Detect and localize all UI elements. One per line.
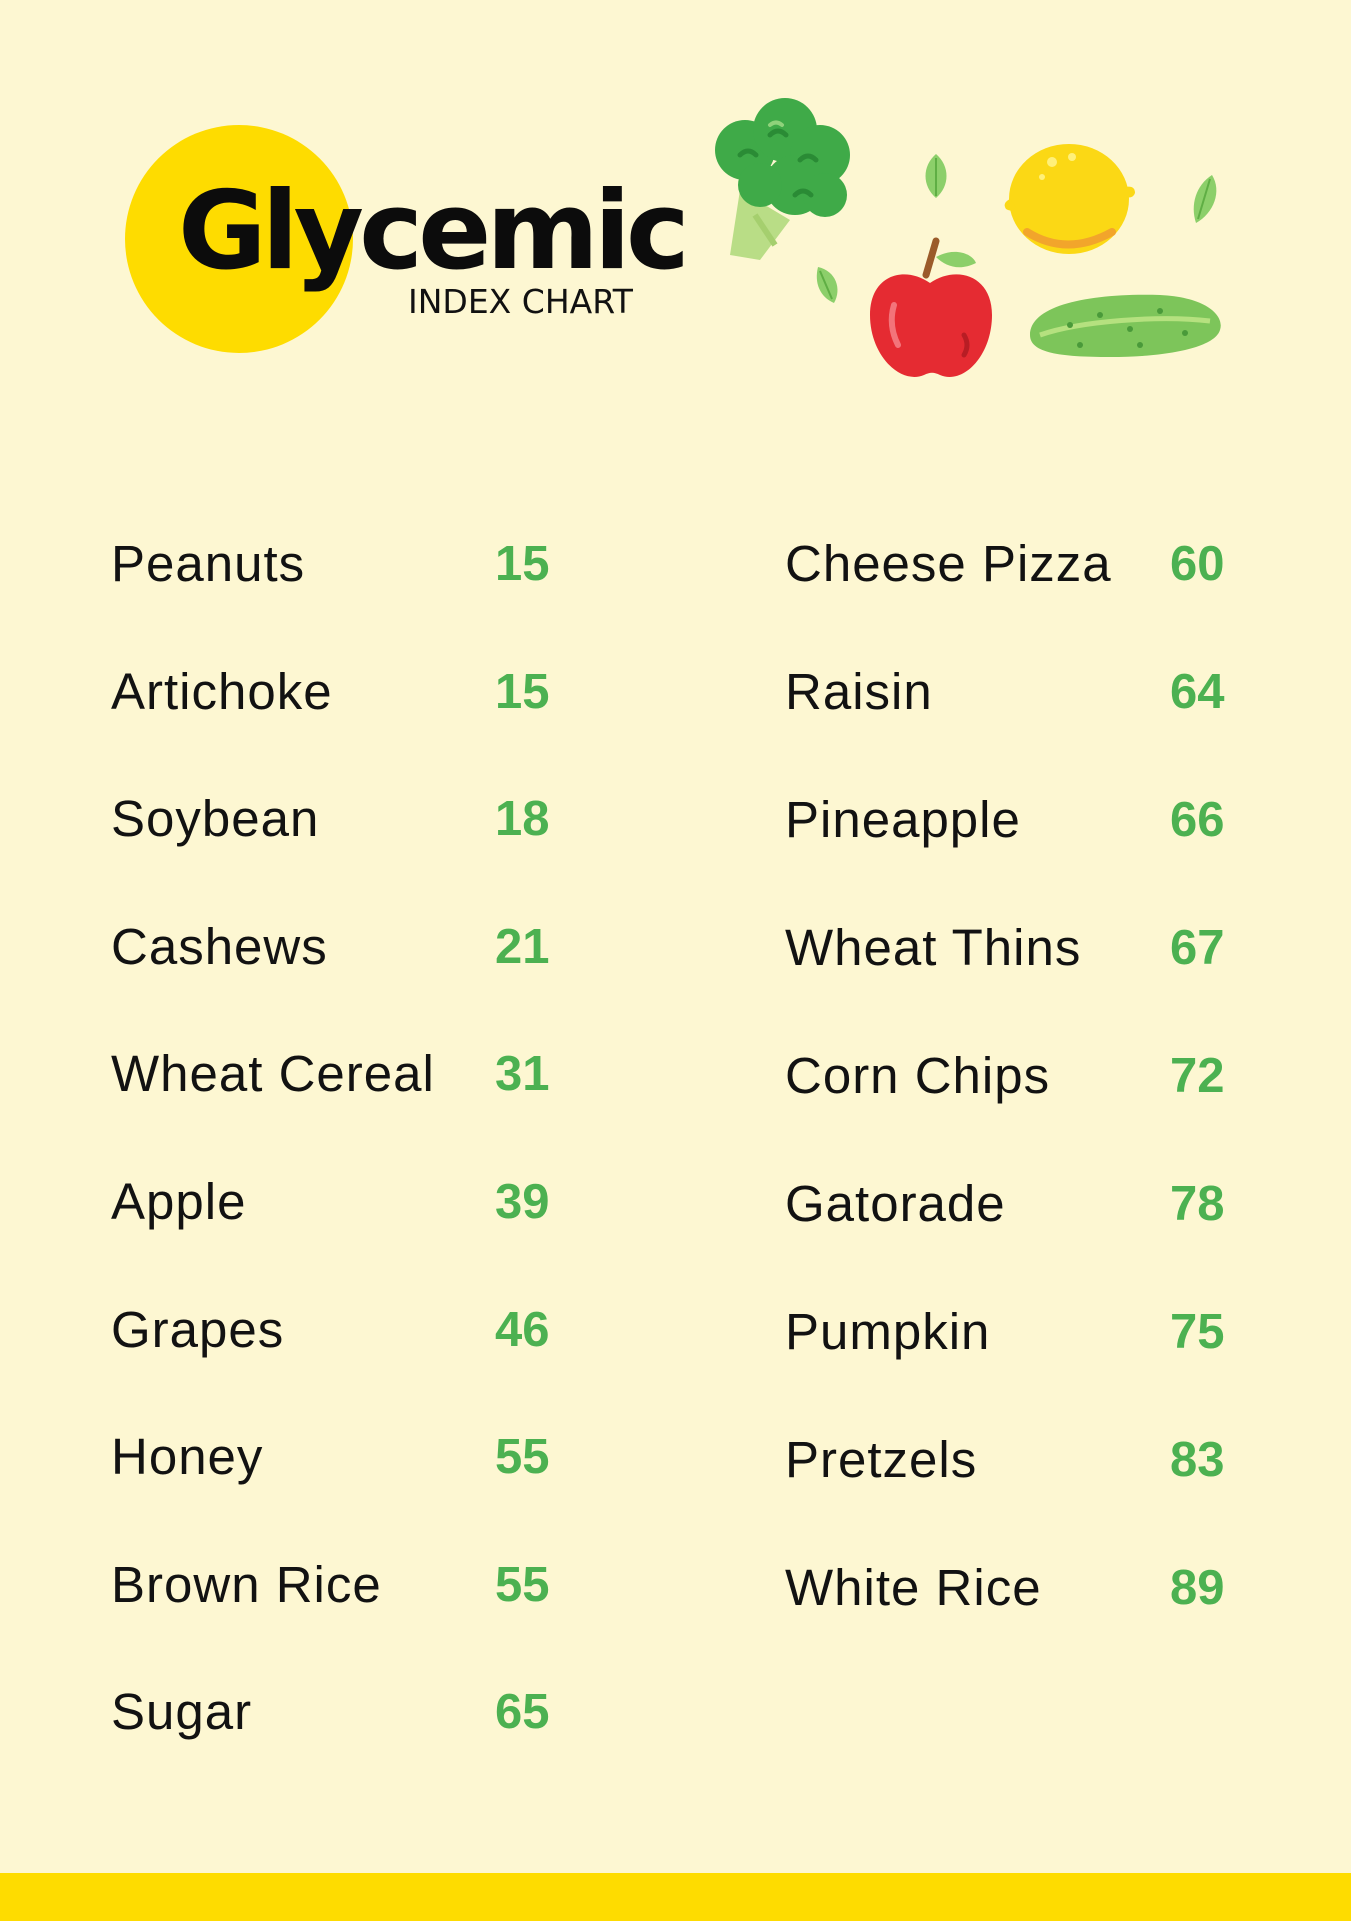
list-item: Apple 39 <box>111 1166 581 1294</box>
gi-value: 65 <box>495 1685 550 1740</box>
list-item: Pumpkin 75 <box>785 1296 1265 1368</box>
gi-value: 21 <box>495 919 550 974</box>
food-name: Pretzels <box>785 1431 978 1488</box>
gi-list-right: Cheese Pizza 60 Raisin 64 Pineapple 66 Whea… <box>785 528 1265 1680</box>
gi-value: 78 <box>1170 1177 1225 1231</box>
food-name: Cashews <box>111 917 328 975</box>
food-name: Soybean <box>111 790 320 848</box>
gi-value: 15 <box>495 664 550 719</box>
gi-value: 89 <box>1170 1561 1225 1615</box>
gi-value: 39 <box>495 1174 550 1229</box>
gi-value: 66 <box>1170 793 1225 847</box>
list-item: Peanuts 15 <box>111 528 581 656</box>
food-illustration <box>700 95 1240 395</box>
gi-value: 67 <box>1170 921 1225 975</box>
food-name: Peanuts <box>111 535 306 592</box>
list-item: Corn Chips 72 <box>785 1040 1265 1112</box>
leaf-icon <box>816 267 838 303</box>
leaf-icon <box>925 154 947 198</box>
list-item: Gatorade 78 <box>785 1168 1265 1240</box>
list-item: Wheat Cereal 31 <box>111 1038 581 1166</box>
list-item: Wheat Thins 67 <box>785 912 1265 984</box>
list-item: Cheese Pizza 60 <box>785 528 1265 600</box>
list-item: White Rice 89 <box>785 1552 1265 1624</box>
page-title: Glycemic <box>178 169 690 294</box>
gi-value: 15 <box>495 537 550 591</box>
gi-list-left: Peanuts 15 Artichoke 15 Soybean 18 Cashews 2… <box>111 528 581 1804</box>
food-name: Honey <box>111 1428 264 1486</box>
list-item: Cashews 21 <box>111 911 581 1039</box>
list-item: Sugar 65 <box>111 1676 581 1804</box>
list-item: Artichoke 15 <box>111 656 581 784</box>
apple-icon <box>870 237 992 377</box>
food-name: Wheat Thins <box>785 919 1082 976</box>
list-item: Pretzels 83 <box>785 1424 1265 1496</box>
list-item: Brown Rice 55 <box>111 1549 581 1677</box>
food-name: Brown Rice <box>111 1555 382 1613</box>
cucumber-icon <box>1030 294 1221 357</box>
food-name: Gatorade <box>785 1175 1006 1232</box>
gi-value: 31 <box>495 1047 550 1102</box>
gi-value: 55 <box>495 1557 550 1612</box>
gi-value: 72 <box>1170 1049 1225 1103</box>
food-name: White Rice <box>785 1559 1042 1616</box>
leaf-icon <box>1193 175 1217 223</box>
gi-value: 46 <box>495 1302 550 1357</box>
list-item: Honey 55 <box>111 1421 581 1549</box>
food-name: Pineapple <box>785 791 1021 848</box>
food-name: Apple <box>111 1172 247 1230</box>
food-name: Artichoke <box>111 662 333 720</box>
list-item: Grapes 46 <box>111 1294 581 1422</box>
food-name: Cheese Pizza <box>785 535 1112 592</box>
list-item: Raisin 64 <box>785 656 1265 728</box>
broccoli-icon <box>715 98 850 260</box>
food-name: Sugar <box>111 1683 253 1741</box>
gi-value: 55 <box>495 1430 550 1485</box>
food-name: Wheat Cereal <box>111 1045 435 1103</box>
lemon-icon <box>1004 144 1135 254</box>
gi-value: 83 <box>1170 1433 1225 1487</box>
food-name: Corn Chips <box>785 1047 1051 1104</box>
gi-value: 60 <box>1170 537 1225 591</box>
title-circle <box>125 125 353 353</box>
page-subtitle: INDEX CHART <box>408 282 633 321</box>
food-name: Raisin <box>785 663 933 720</box>
list-item: Pineapple 66 <box>785 784 1265 856</box>
food-name: Grapes <box>111 1300 285 1358</box>
list-item: Soybean 18 <box>111 783 581 911</box>
gi-value: 18 <box>495 792 550 847</box>
gi-value: 75 <box>1170 1305 1225 1359</box>
gi-value: 64 <box>1170 665 1225 719</box>
footer-bar <box>0 1873 1351 1921</box>
food-name: Pumpkin <box>785 1303 991 1360</box>
